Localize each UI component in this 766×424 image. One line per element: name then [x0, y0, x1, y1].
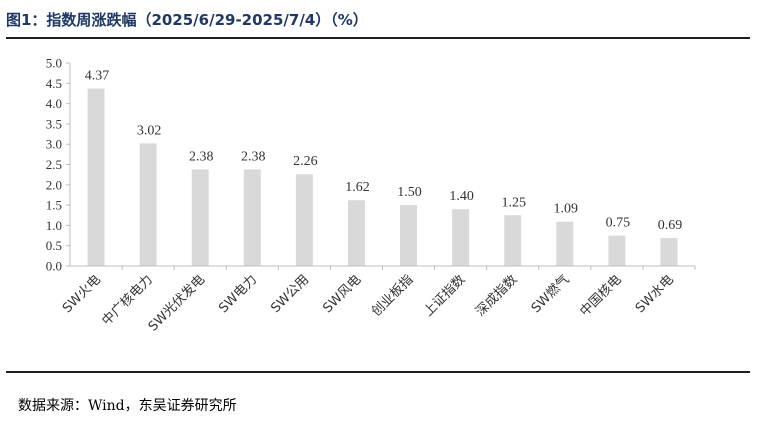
y-tick-label: 3.0: [46, 137, 62, 152]
data-label: 1.40: [449, 189, 474, 204]
category-label: 中广核电力: [99, 272, 156, 329]
bar: [87, 88, 105, 266]
bar: [504, 215, 522, 266]
y-tick-label: 3.5: [46, 116, 62, 131]
data-label: 1.25: [501, 195, 526, 210]
bar: [347, 200, 365, 266]
category-label: 深成指数: [473, 272, 520, 319]
bar: [452, 209, 470, 266]
y-tick-label: 5.0: [46, 56, 62, 71]
bars: 4.37 3.02 2.38 2.38 2.26 1.62 1.50 1.40 1.25 1.09…: [85, 69, 682, 266]
bar: [556, 221, 574, 266]
category-label: SW风电: [320, 272, 364, 316]
bottom-rule: [6, 371, 750, 373]
y-tick-label: 1.0: [46, 218, 62, 233]
y-axis: 0.0 0.5 1.0 1.5 2.0 2.5 3.0 3.5 4.0 4.5 5.0: [46, 56, 71, 274]
data-label: 0.69: [658, 218, 683, 233]
source-note: 数据来源：Wind，东吴证券研究所: [18, 398, 237, 414]
figure-title: 图1：指数周涨跌幅（2025/6/29-2025/7/4）（%）: [6, 11, 368, 29]
data-label: 1.09: [554, 202, 579, 217]
data-label: 2.26: [293, 154, 318, 169]
y-tick-label: 2.0: [46, 177, 62, 192]
data-label: 4.37: [85, 69, 110, 84]
y-tick-label: 0.0: [46, 259, 62, 274]
bar: [608, 235, 626, 266]
category-label: SW电力: [216, 272, 260, 316]
category-label: 中国核电: [577, 272, 624, 319]
category-label: 上证指数: [421, 272, 468, 319]
bar: [295, 174, 313, 266]
category-label: SW公用: [268, 272, 312, 316]
bar: [400, 205, 418, 266]
category-label: SW燃气: [528, 272, 573, 317]
bar: [139, 143, 157, 266]
category-label: SW光伏发电: [145, 272, 208, 335]
bar-chart: 0.0 0.5 1.0 1.5 2.0 2.5 3.0 3.5 4.0 4.5 5.0 4.37 3.…: [46, 56, 696, 335]
y-tick-label: 2.5: [46, 157, 62, 172]
bar: [191, 169, 209, 266]
top-rule: [6, 37, 750, 39]
category-label: 创业板指: [369, 272, 416, 319]
data-label: 1.50: [397, 185, 422, 200]
bar: [243, 169, 261, 266]
data-label: 0.75: [606, 216, 631, 231]
category-label: SW水电: [633, 272, 677, 316]
data-label: 3.02: [137, 123, 162, 138]
y-tick-label: 0.5: [46, 238, 62, 253]
data-label: 2.38: [241, 149, 266, 164]
y-tick-label: 4.5: [46, 76, 62, 91]
category-label: SW火电: [60, 272, 104, 316]
data-label: 1.62: [345, 180, 370, 195]
y-tick-label: 4.0: [46, 96, 62, 111]
y-tick-label: 1.5: [46, 198, 62, 213]
data-label: 2.38: [189, 149, 214, 164]
bar: [660, 237, 678, 266]
